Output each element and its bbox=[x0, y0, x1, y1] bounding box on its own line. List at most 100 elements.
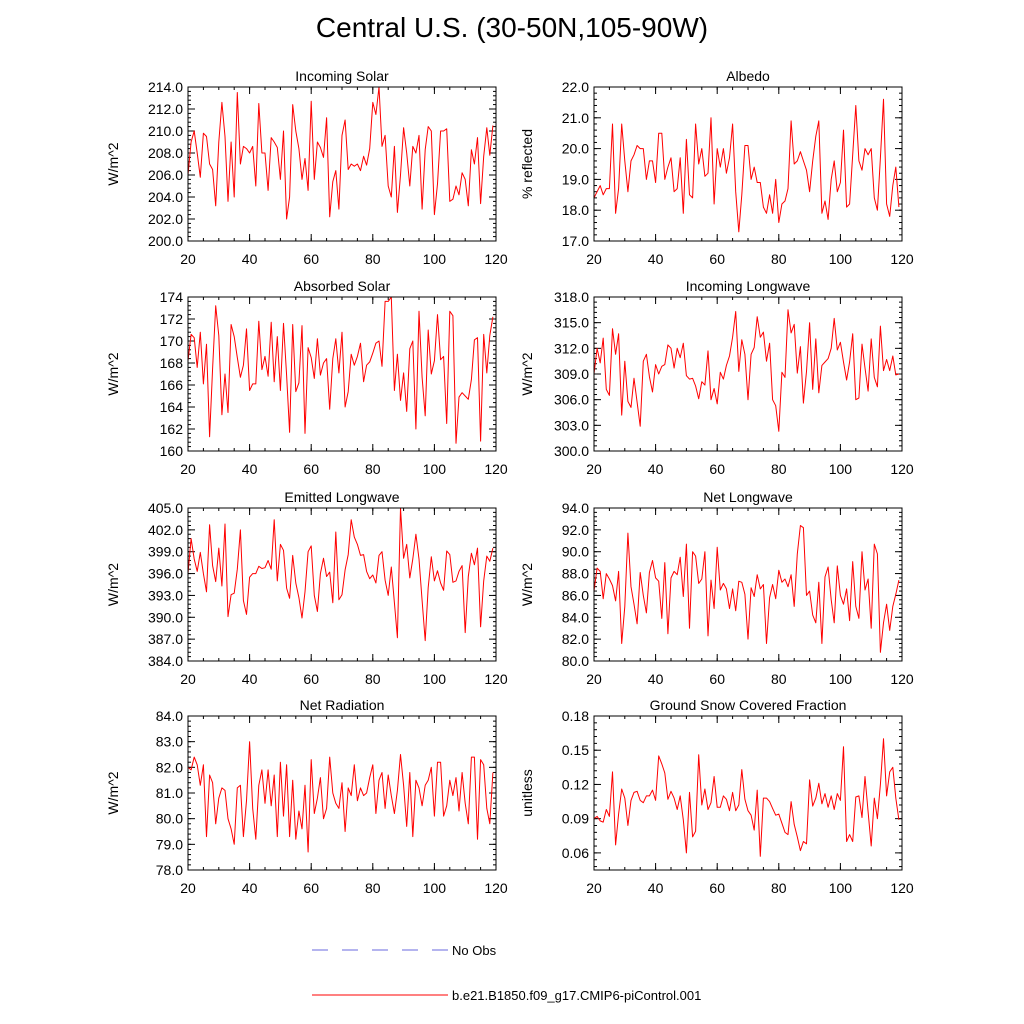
x-tick-label: 20 bbox=[180, 671, 196, 687]
y-tick-label: 300.0 bbox=[554, 443, 589, 459]
y-tick-label: 92.0 bbox=[562, 522, 589, 538]
y-axis-label: W/m^2 bbox=[105, 142, 121, 185]
series-line bbox=[187, 741, 494, 853]
y-tick-label: 94.0 bbox=[562, 500, 589, 516]
legend-swatch-model bbox=[312, 994, 448, 996]
chart-panel-1: Albedo % reflected 20 40 60 80 100 120 17.0 18.0 1… bbox=[519, 68, 914, 267]
x-tick-label: 20 bbox=[586, 251, 602, 267]
x-tick-label: 100 bbox=[423, 461, 447, 477]
plot-frame bbox=[593, 715, 903, 871]
y-tick-label: 0.15 bbox=[562, 742, 589, 758]
x-tick-label: 100 bbox=[423, 671, 447, 687]
y-tick-label: 315.0 bbox=[554, 315, 589, 331]
y-tick-label: 22.0 bbox=[562, 79, 589, 95]
x-tick-label: 80 bbox=[771, 251, 787, 267]
y-tick-label: 174 bbox=[160, 289, 184, 305]
series-line bbox=[593, 98, 900, 233]
y-tick-label: 168 bbox=[160, 355, 184, 371]
y-tick-label: 78.0 bbox=[156, 862, 183, 878]
legend-label-obs: No Obs bbox=[452, 943, 497, 958]
chart-panel-4: Emitted Longwave W/m^2 20 40 60 80 100 120 384.0… bbox=[105, 489, 508, 687]
y-tick-label: 402.0 bbox=[148, 522, 183, 538]
y-axis-label: W/m^2 bbox=[519, 352, 535, 395]
chart-title: Net Radiation bbox=[300, 697, 385, 713]
y-tick-label: 84.0 bbox=[562, 609, 589, 625]
plot-frame bbox=[187, 296, 497, 452]
x-tick-label: 120 bbox=[484, 251, 508, 267]
y-tick-label: 318.0 bbox=[554, 289, 589, 305]
plot-frame bbox=[187, 507, 497, 662]
x-tick-label: 20 bbox=[586, 880, 602, 896]
y-tick-label: 309.0 bbox=[554, 366, 589, 382]
series-line bbox=[593, 738, 900, 857]
chart-title: Albedo bbox=[726, 68, 770, 84]
series-line bbox=[187, 86, 494, 220]
page-title: Central U.S. (30-50N,105-90W) bbox=[315, 12, 709, 43]
y-tick-label: 81.0 bbox=[156, 785, 183, 801]
legend-label-model: b.e21.B1850.f09_g17.CMIP6-piControl.001 bbox=[452, 988, 702, 1003]
y-tick-label: 306.0 bbox=[554, 392, 589, 408]
x-tick-label: 80 bbox=[365, 671, 381, 687]
plot-frame bbox=[593, 86, 903, 242]
y-tick-label: 164 bbox=[160, 399, 184, 415]
x-tick-label: 100 bbox=[829, 251, 853, 267]
y-axis-label: unitless bbox=[519, 769, 535, 816]
y-tick-label: 86.0 bbox=[562, 587, 589, 603]
y-tick-label: 83.0 bbox=[156, 734, 183, 750]
x-tick-label: 20 bbox=[180, 880, 196, 896]
x-tick-label: 60 bbox=[709, 671, 725, 687]
y-tick-label: 0.06 bbox=[562, 845, 589, 861]
y-tick-label: 0.12 bbox=[562, 776, 589, 792]
y-tick-label: 166 bbox=[160, 377, 184, 393]
x-tick-label: 20 bbox=[586, 461, 602, 477]
y-tick-label: 390.0 bbox=[148, 609, 183, 625]
x-tick-label: 60 bbox=[709, 251, 725, 267]
x-tick-label: 40 bbox=[242, 671, 258, 687]
plot-frame bbox=[187, 86, 497, 242]
x-tick-label: 40 bbox=[648, 251, 664, 267]
y-tick-label: 88.0 bbox=[562, 566, 589, 582]
x-tick-label: 120 bbox=[484, 461, 508, 477]
y-axis-label: W/m^2 bbox=[519, 563, 535, 606]
series-line bbox=[187, 507, 494, 642]
chart-panel-3: Incoming Longwave W/m^2 20 40 60 80 100 120 300.… bbox=[519, 278, 914, 477]
legend-swatch-obs bbox=[312, 949, 448, 951]
y-tick-label: 387.0 bbox=[148, 631, 183, 647]
x-tick-label: 80 bbox=[365, 251, 381, 267]
x-tick-label: 40 bbox=[242, 461, 258, 477]
y-tick-label: 80.0 bbox=[156, 811, 183, 827]
y-tick-label: 200.0 bbox=[148, 233, 183, 249]
y-tick-label: 210.0 bbox=[148, 123, 183, 139]
x-tick-label: 80 bbox=[771, 671, 787, 687]
y-tick-label: 202.0 bbox=[148, 211, 183, 227]
y-tick-label: 384.0 bbox=[148, 653, 183, 669]
y-tick-label: 396.0 bbox=[148, 566, 183, 582]
y-tick-label: 170 bbox=[160, 333, 184, 349]
x-tick-label: 120 bbox=[484, 880, 508, 896]
y-axis-label: W/m^2 bbox=[105, 352, 121, 395]
y-tick-label: 204.0 bbox=[148, 189, 183, 205]
y-tick-label: 18.0 bbox=[562, 202, 589, 218]
y-tick-label: 312.0 bbox=[554, 340, 589, 356]
x-tick-label: 100 bbox=[829, 880, 853, 896]
x-tick-label: 80 bbox=[771, 880, 787, 896]
x-tick-label: 40 bbox=[648, 880, 664, 896]
chart-panel-6: Net Radiation W/m^2 20 40 60 80 100 120 78.0 79.0… bbox=[105, 697, 508, 896]
x-tick-label: 100 bbox=[829, 671, 853, 687]
chart-title: Absorbed Solar bbox=[294, 278, 391, 294]
x-tick-label: 80 bbox=[365, 880, 381, 896]
x-tick-label: 120 bbox=[890, 251, 914, 267]
x-tick-label: 100 bbox=[829, 461, 853, 477]
x-tick-label: 60 bbox=[709, 461, 725, 477]
x-tick-label: 120 bbox=[484, 671, 508, 687]
y-tick-label: 172 bbox=[160, 311, 184, 327]
chart-title: Ground Snow Covered Fraction bbox=[650, 697, 847, 713]
x-tick-label: 40 bbox=[242, 880, 258, 896]
chart-title: Emitted Longwave bbox=[284, 489, 399, 505]
y-tick-label: 20.0 bbox=[562, 141, 589, 157]
chart-panel-2: Absorbed Solar W/m^2 20 40 60 80 100 120 160 162 1… bbox=[105, 278, 508, 477]
y-tick-label: 79.0 bbox=[156, 836, 183, 852]
x-tick-label: 60 bbox=[303, 461, 319, 477]
y-tick-label: 208.0 bbox=[148, 145, 183, 161]
series-line bbox=[187, 296, 494, 444]
